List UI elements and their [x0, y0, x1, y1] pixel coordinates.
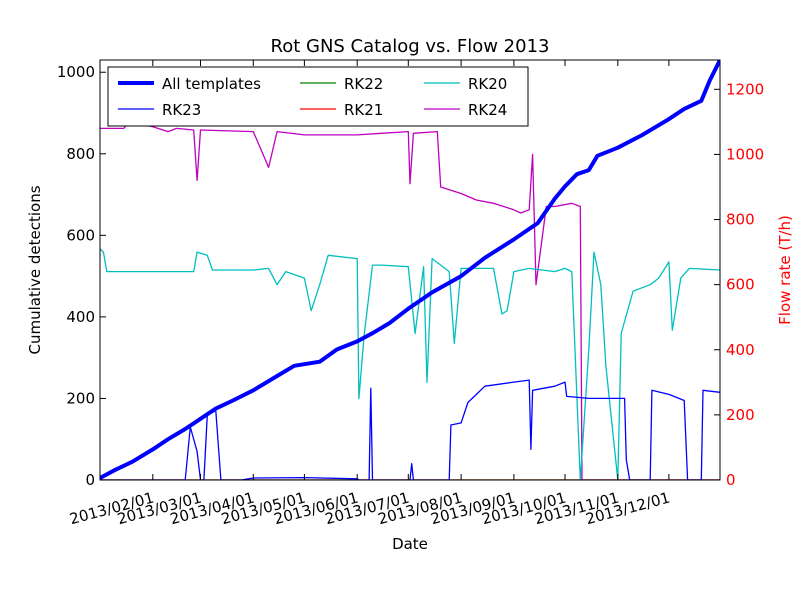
right-y-axis: 0 200 400 600 800 1000 1200 — [714, 80, 764, 489]
chart-title: Rot GNS Catalog vs. Flow 2013 — [271, 36, 550, 57]
right-y-tick-label: 1000 — [726, 145, 764, 163]
left-y-axis-label: Cumulative detections — [26, 185, 44, 354]
legend-label-rk23: RK23 — [162, 101, 201, 119]
right-y-tick-label: 0 — [726, 471, 736, 489]
series-line-all-templates — [100, 60, 720, 480]
legend-label-rk22: RK22 — [344, 75, 383, 93]
right-y-tick-label: 600 — [726, 276, 755, 294]
legend-box — [107, 66, 529, 127]
legend-label-rk21: RK21 — [344, 101, 383, 119]
left-y-tick-label: 800 — [66, 145, 95, 163]
series-line-rk20 — [100, 248, 720, 480]
plot-frame — [99, 59, 721, 481]
left-y-axis: 0 200 400 600 800 1000 — [57, 63, 106, 489]
series-line-rk24 — [100, 121, 720, 480]
legend-label-all-templates: All templates — [162, 75, 261, 93]
legend-label-rk20: RK20 — [468, 75, 507, 93]
left-y-tick-label: 400 — [66, 308, 95, 326]
right-y-tick-label: 200 — [726, 406, 755, 424]
series-layer — [100, 60, 720, 480]
series-line-rk23 — [100, 379, 720, 480]
x-axis-label: Date — [392, 535, 428, 553]
right-y-tick-label: 400 — [726, 341, 755, 359]
right-y-axis-label: Flow rate (T/h) — [776, 215, 794, 325]
right-y-tick-label: 1200 — [726, 80, 764, 98]
left-y-tick-label: 600 — [66, 226, 95, 244]
left-y-tick-label: 0 — [85, 471, 95, 489]
right-y-tick-label: 800 — [726, 211, 755, 229]
left-y-tick-label: 1000 — [57, 63, 95, 81]
legend-label-rk24: RK24 — [468, 101, 507, 119]
legend: All templates RK23 RK22 RK21 RK20 RK24 — [107, 66, 529, 127]
left-y-tick-label: 200 — [66, 389, 95, 407]
